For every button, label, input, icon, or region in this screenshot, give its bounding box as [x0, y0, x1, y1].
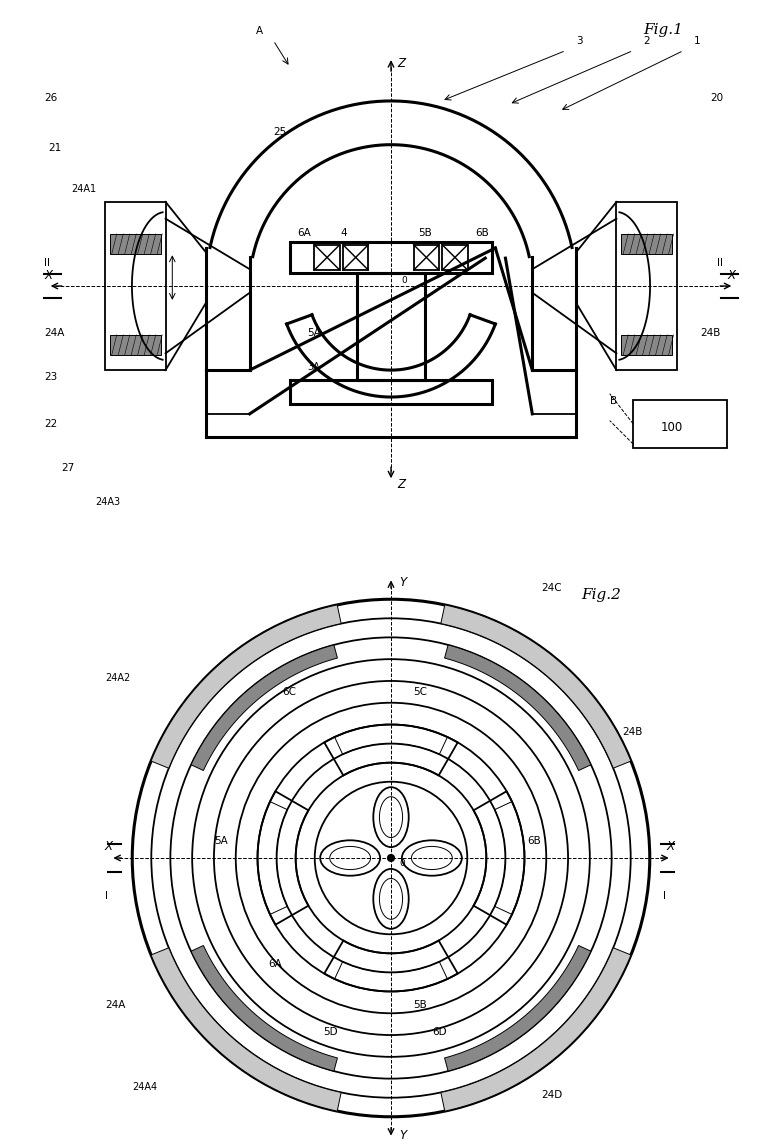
Bar — [290, 380, 492, 404]
Bar — [110, 335, 160, 355]
Text: 6A: 6A — [268, 959, 282, 969]
Text: 24B: 24B — [701, 328, 721, 339]
Bar — [622, 233, 672, 254]
Text: Z: Z — [398, 57, 406, 70]
Text: 6B: 6B — [475, 228, 489, 238]
Bar — [343, 245, 368, 270]
Bar — [105, 201, 166, 371]
Text: II: II — [45, 257, 50, 268]
Text: 6D: 6D — [432, 1027, 447, 1038]
Text: 5C: 5C — [413, 686, 427, 697]
Text: 6C: 6C — [282, 686, 296, 697]
Text: 3A: 3A — [307, 363, 320, 372]
Text: Z: Z — [398, 478, 406, 491]
Polygon shape — [151, 605, 341, 769]
Text: Fig.2: Fig.2 — [582, 588, 622, 602]
Text: 20: 20 — [711, 93, 724, 103]
Text: I: I — [105, 891, 108, 900]
Text: II: II — [717, 257, 723, 268]
Text: Fig.1: Fig.1 — [644, 23, 683, 37]
Text: 24A: 24A — [45, 328, 65, 339]
Text: 0: 0 — [399, 859, 405, 868]
Polygon shape — [441, 947, 631, 1111]
Text: 0: 0 — [401, 276, 407, 285]
Bar — [414, 245, 439, 270]
Text: 5D: 5D — [323, 1027, 338, 1038]
Polygon shape — [151, 947, 341, 1111]
Text: I: I — [663, 891, 666, 900]
Text: 5B: 5B — [418, 228, 432, 238]
Text: 24A3: 24A3 — [95, 496, 120, 507]
Bar — [290, 243, 492, 272]
Text: A: A — [256, 25, 264, 35]
Polygon shape — [191, 945, 337, 1071]
Text: 22: 22 — [45, 420, 58, 429]
Text: 24B: 24B — [622, 728, 643, 738]
Bar — [622, 335, 672, 355]
Bar — [616, 201, 677, 371]
Text: 4: 4 — [340, 228, 347, 238]
Text: 3: 3 — [576, 35, 583, 46]
Text: 23: 23 — [45, 372, 58, 382]
Polygon shape — [191, 645, 337, 771]
Bar — [357, 272, 425, 380]
Text: 24A: 24A — [105, 1000, 125, 1010]
Text: 5A: 5A — [307, 328, 321, 339]
Text: 2: 2 — [644, 35, 650, 46]
Text: 24C: 24C — [541, 583, 561, 593]
Text: 26: 26 — [45, 93, 58, 103]
Bar — [314, 245, 339, 270]
Text: X: X — [45, 269, 52, 283]
Text: 24A1: 24A1 — [71, 184, 96, 193]
Text: X: X — [666, 840, 674, 852]
Text: 25: 25 — [273, 127, 286, 136]
Text: 100: 100 — [660, 421, 683, 434]
Text: Y: Y — [399, 575, 407, 589]
Circle shape — [387, 853, 395, 863]
Text: 24D: 24D — [541, 1090, 562, 1099]
Text: X: X — [727, 269, 735, 283]
Text: Y: Y — [399, 1128, 407, 1142]
Text: 1: 1 — [694, 35, 701, 46]
Bar — [633, 400, 727, 447]
Bar — [110, 233, 160, 254]
Text: B: B — [610, 396, 617, 406]
Text: 24A2: 24A2 — [105, 673, 131, 683]
Text: X: X — [105, 840, 113, 852]
Polygon shape — [445, 645, 591, 771]
Text: 21: 21 — [48, 143, 61, 153]
Text: 6A: 6A — [297, 228, 310, 238]
Polygon shape — [441, 605, 631, 769]
Text: 6B: 6B — [527, 836, 541, 847]
Bar — [443, 245, 468, 270]
Text: 5A: 5A — [214, 836, 228, 847]
Text: 24A4: 24A4 — [132, 1081, 157, 1091]
Text: 5B: 5B — [413, 1000, 426, 1010]
Text: 27: 27 — [61, 463, 74, 474]
Polygon shape — [445, 945, 591, 1071]
